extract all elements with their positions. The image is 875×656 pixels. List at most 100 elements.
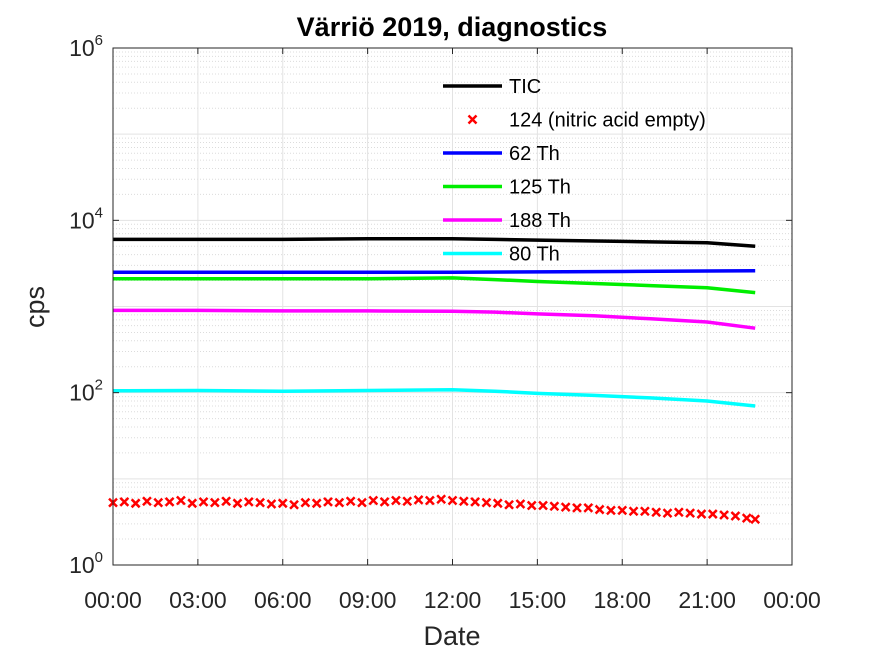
- legend-label: 188 Th: [509, 210, 571, 232]
- marker-stroke: [209, 497, 220, 508]
- data-point-124-nitric-acid-empty: [209, 497, 220, 508]
- y-axis-ticks: 100 102 104 106: [69, 32, 792, 578]
- marker-stroke: [651, 507, 662, 518]
- marker-stroke: [221, 496, 232, 507]
- marker-stroke: [334, 497, 345, 508]
- marker-stroke: [719, 510, 729, 520]
- marker-stroke: [628, 506, 639, 517]
- x-tick-label: 12:00: [424, 587, 482, 613]
- data-point-124-nitric-acid-empty: [628, 506, 639, 517]
- legend-item-125-th: 125 Th: [443, 177, 571, 199]
- data-point-124-nitric-acid-empty: [504, 499, 514, 510]
- marker-stroke: [243, 497, 254, 507]
- x-tick-label: 03:00: [169, 587, 227, 613]
- marker-stroke: [696, 509, 707, 519]
- series-line-188-th: [113, 308, 756, 330]
- data-point-124-nitric-acid-empty: [130, 498, 141, 509]
- data-point-124-nitric-acid-empty: [617, 505, 628, 516]
- legend-item-80-th: 80 Th: [443, 244, 560, 266]
- y-tick-label: 100: [69, 549, 103, 578]
- marker-stroke: [594, 504, 605, 515]
- data-point-124-nitric-acid-empty: [266, 499, 277, 509]
- marker-stroke: [617, 505, 628, 516]
- y-tick-label: 102: [69, 377, 103, 406]
- marker-stroke: [357, 497, 367, 508]
- marker-stroke: [583, 503, 594, 513]
- data-point-124-nitric-acid-empty: [357, 497, 367, 508]
- data-point-124-nitric-acid-empty: [391, 495, 401, 506]
- legend: TIC 124 (nitric acid empty) 62 Th 125 Th 188…: [443, 76, 706, 266]
- legend-item-188-th: 188 Th: [443, 210, 571, 232]
- series-line-tic: [113, 237, 756, 249]
- data-point-124-nitric-acid-empty: [424, 495, 435, 506]
- data-point-124-nitric-acid-empty: [221, 496, 232, 507]
- data-point-124-nitric-acid-empty: [311, 498, 322, 509]
- marker-stroke: [470, 497, 481, 507]
- data-point-124-nitric-acid-empty: [142, 496, 152, 507]
- data-point-124-nitric-acid-empty: [594, 504, 605, 515]
- marker-stroke: [289, 499, 299, 510]
- data-point-124-nitric-acid-empty: [606, 505, 616, 516]
- data-point-124-nitric-acid-empty: [651, 507, 662, 518]
- data-point-124-nitric-acid-empty: [379, 497, 390, 507]
- data-point-124-nitric-acid-empty: [436, 494, 447, 505]
- marker-stroke: [323, 497, 333, 507]
- data-point-124-nitric-acid-empty: [572, 503, 582, 513]
- marker-stroke: [402, 496, 413, 507]
- x-tick-label: 15:00: [509, 587, 567, 613]
- marker-stroke: [560, 502, 571, 512]
- marker-stroke: [413, 494, 424, 505]
- marker-stroke: [707, 509, 718, 519]
- data-point-124-nitric-acid-empty: [662, 508, 673, 519]
- data-point-124-nitric-acid-empty: [164, 497, 175, 507]
- legend-item-62-th: 62 Th: [443, 143, 560, 165]
- series-line-62-th: [113, 268, 756, 274]
- data-point-124-nitric-acid-empty: [323, 497, 333, 507]
- data-point-124-nitric-acid-empty: [289, 499, 299, 510]
- marker-stroke: [391, 495, 401, 506]
- marker-stroke: [232, 498, 243, 509]
- marker-stroke: [741, 513, 752, 524]
- data-point-124-nitric-acid-empty: [639, 506, 650, 517]
- legend-item-tic: TIC: [443, 76, 541, 98]
- marker-stroke: [277, 498, 288, 509]
- data-point-124-nitric-acid-empty: [277, 498, 288, 509]
- data-point-124-nitric-acid-empty: [750, 514, 761, 525]
- legend-item-124-nitric-acid-empty: 124 (nitric acid empty): [467, 110, 706, 132]
- data-point-124-nitric-acid-empty: [345, 496, 356, 507]
- marker-stroke: [730, 511, 741, 521]
- legend-marker: [467, 114, 478, 125]
- y-tick-label: 106: [69, 32, 103, 61]
- marker-stroke: [606, 505, 616, 516]
- legend-label: 62 Th: [509, 143, 560, 165]
- data-point-124-nitric-acid-empty: [458, 496, 469, 507]
- marker-stroke: [311, 498, 322, 509]
- data-point-124-nitric-acid-empty: [526, 500, 537, 511]
- data-point-124-nitric-acid-empty: [549, 501, 560, 512]
- marker-stroke: [526, 500, 537, 511]
- x-tick-label: 21:00: [678, 587, 736, 613]
- series-line-125-th: [113, 276, 756, 295]
- data-point-124-nitric-acid-empty: [413, 494, 424, 505]
- data-point-124-nitric-acid-empty: [243, 497, 254, 507]
- data-point-124-nitric-acid-empty: [560, 502, 571, 512]
- marker-stroke: [639, 506, 650, 517]
- marker-stroke: [153, 497, 164, 508]
- data-point-124-nitric-acid-empty: [583, 503, 594, 513]
- marker-stroke: [504, 499, 514, 510]
- marker-stroke: [164, 497, 175, 507]
- y-axis-label: cps: [20, 286, 50, 328]
- data-point-124-nitric-acid-empty: [538, 500, 548, 511]
- marker-stroke: [424, 495, 435, 506]
- series-layer: [108, 237, 761, 525]
- chart-title: Värriö 2019, diagnostics: [297, 12, 608, 42]
- marker-stroke: [255, 497, 266, 508]
- legend-label: 124 (nitric acid empty): [509, 110, 706, 132]
- marker-stroke: [750, 514, 761, 525]
- data-point-124-nitric-acid-empty: [368, 495, 379, 506]
- data-point-124-nitric-acid-empty: [492, 498, 503, 509]
- data-point-124-nitric-acid-empty: [198, 497, 209, 507]
- data-point-124-nitric-acid-empty: [119, 497, 130, 507]
